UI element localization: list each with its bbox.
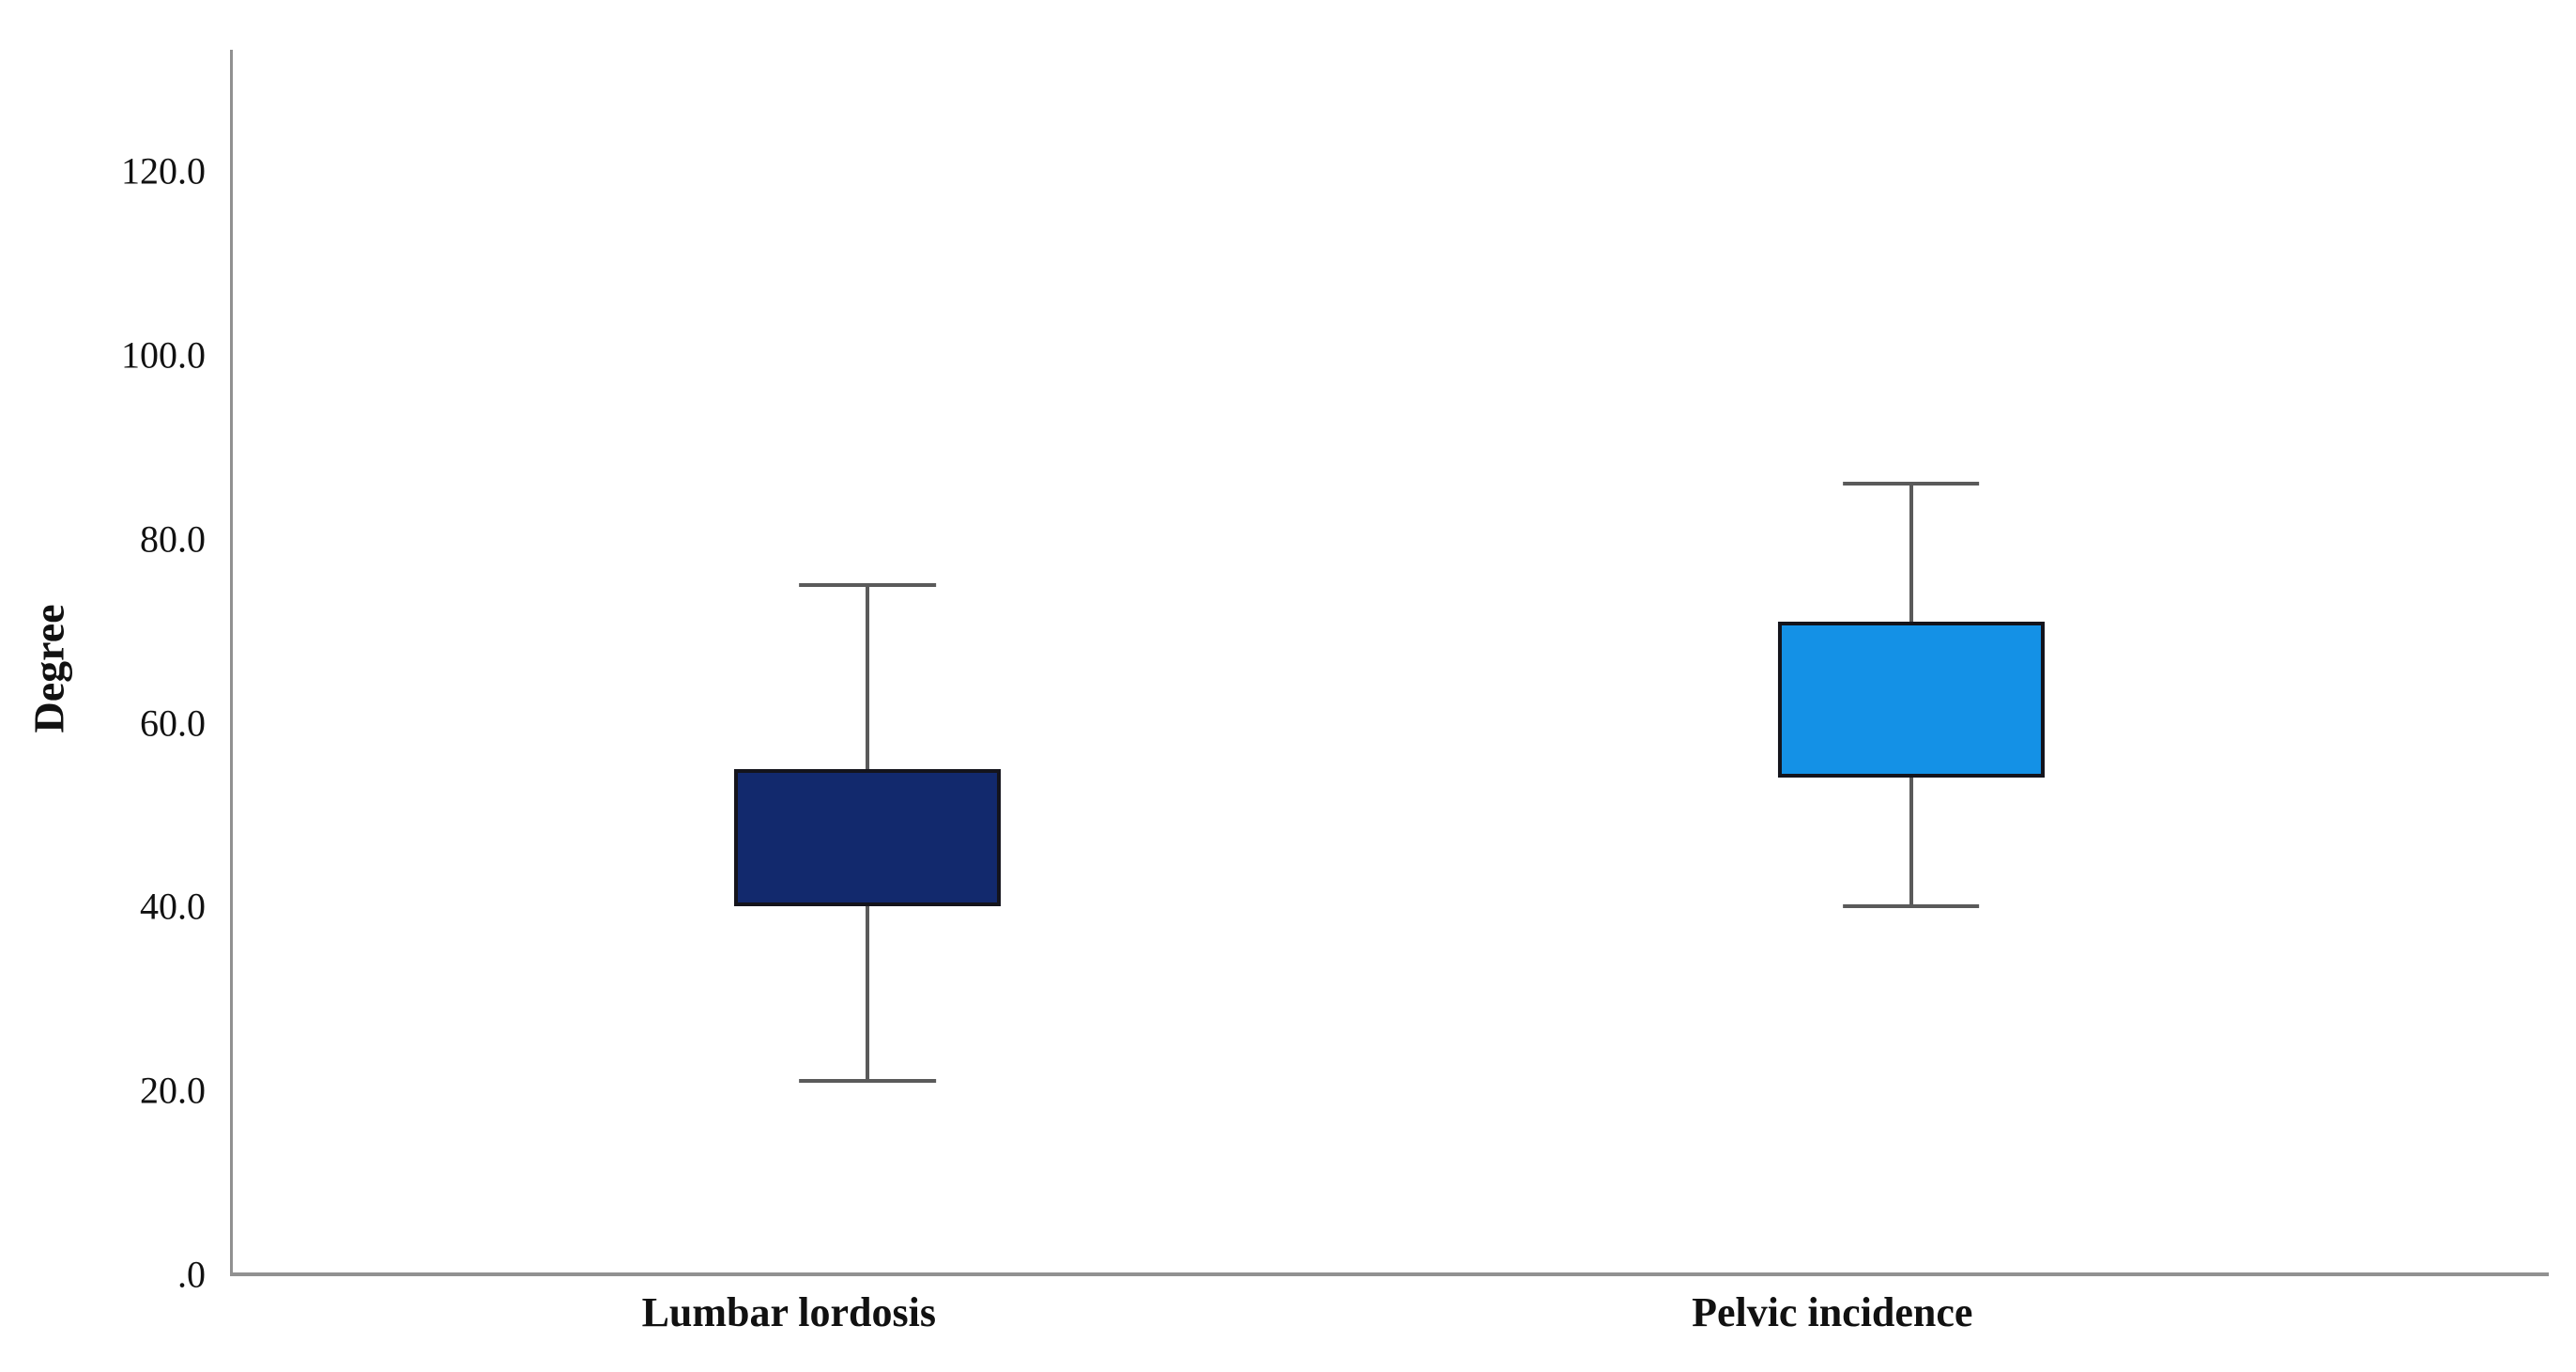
category-label-pelvic-incidence: Pelvic incidence [1692,1289,1973,1335]
plot-marks [230,50,2549,1274]
y-tick-label: 120.0 [121,149,206,193]
box-rect [1777,621,2045,778]
box-rect [734,768,1002,907]
x-axis-category-labels: Lumbar lordosis Pelvic incidence [230,1288,2549,1354]
y-tick-label: 100.0 [121,333,206,377]
y-tick-label: 80.0 [140,517,206,561]
whisker-cap-top [1842,482,1980,486]
plot-area [230,50,2549,1276]
x-axis-line [230,1272,2549,1276]
whisker-cap-top [799,582,937,587]
y-axis-tick-labels: .0 20.0 40.0 60.0 80.0 100.0 120.0 [0,50,217,1296]
box-group-lumbar-lordosis [230,50,2549,1274]
y-tick-label: 60.0 [140,701,206,745]
y-tick-label: .0 [177,1253,206,1296]
y-tick-label: 20.0 [140,1069,206,1112]
box-group-pelvic-incidence [230,50,2549,1274]
whisker-cap-bottom [799,1079,937,1084]
y-axis-line [230,50,233,1274]
whisker-cap-bottom [1842,904,1980,909]
category-label-lumbar-lordosis: Lumbar lordosis [641,1289,936,1335]
y-tick-label: 40.0 [140,885,206,928]
